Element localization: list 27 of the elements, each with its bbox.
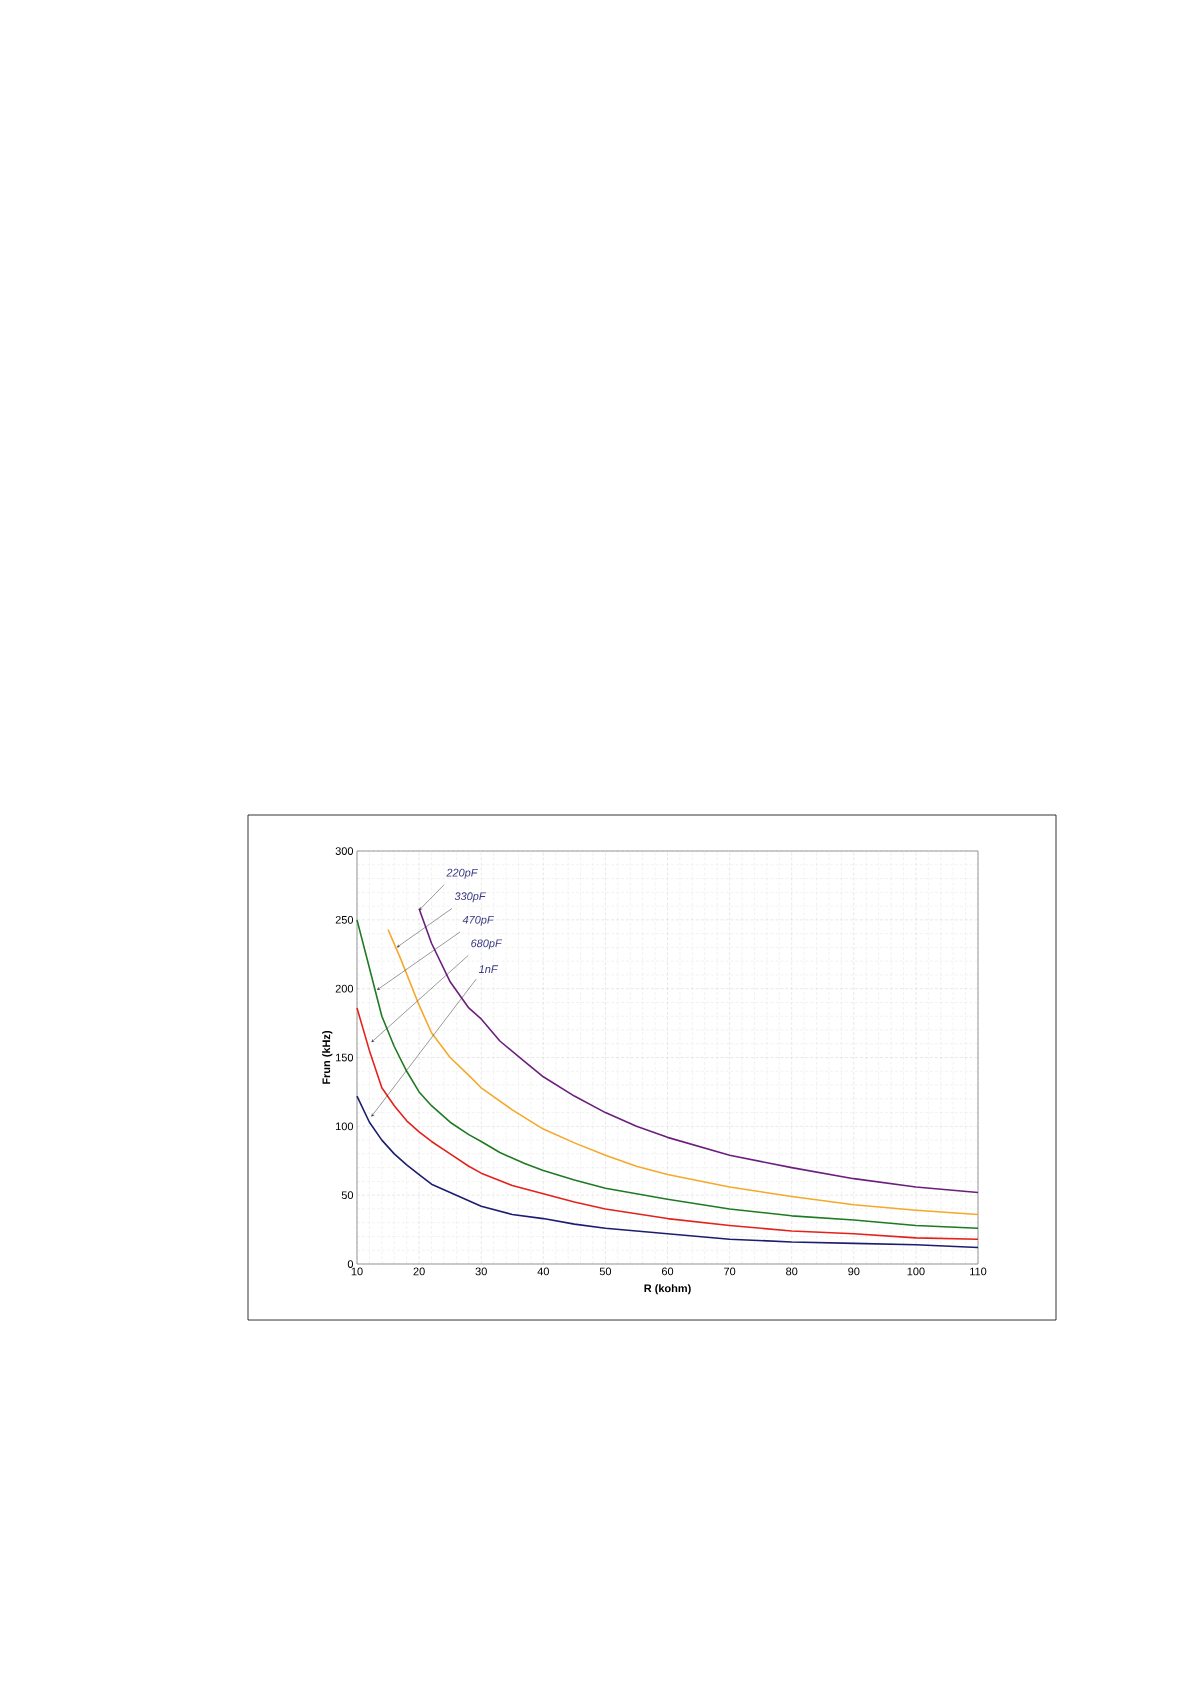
x-tick-label: 60	[661, 1267, 674, 1276]
annotation: 220pF	[446, 868, 478, 879]
line-series	[356, 1095, 979, 1249]
x-tick-label: 70	[724, 1267, 736, 1276]
x-tick-label: 50	[599, 1267, 612, 1276]
annotation: 330pF	[454, 892, 487, 903]
x-tick-label: 90	[848, 1267, 860, 1276]
x-tick-label: 100	[907, 1267, 925, 1276]
x-tick-label: 40	[537, 1267, 549, 1276]
annotation: 470pF	[462, 915, 495, 926]
line-series	[356, 1007, 979, 1241]
x-tick-label: 20	[413, 1267, 425, 1276]
x-tick-label: 110	[970, 1267, 987, 1276]
y-tick-label: 100	[336, 1122, 354, 1131]
x-axis-title: R (kohm)	[644, 1284, 691, 1295]
x-tick-label: 10	[351, 1267, 363, 1276]
y-tick-label: 50	[341, 1191, 354, 1200]
annotation: 1nF	[478, 965, 499, 973]
x-tick-label: 30	[475, 1267, 487, 1276]
y-tick-label: 250	[335, 915, 354, 924]
annotation: 680pF	[471, 939, 503, 950]
y-tick-label: 150	[336, 1053, 354, 1062]
y-axis-title: Frun (kHz)	[322, 1030, 333, 1084]
y-tick-label: 300	[335, 847, 354, 855]
y-tick-label: 200	[335, 984, 354, 993]
x-tick-label: 80	[786, 1267, 798, 1276]
y-tick-label: 0	[347, 1260, 354, 1268]
